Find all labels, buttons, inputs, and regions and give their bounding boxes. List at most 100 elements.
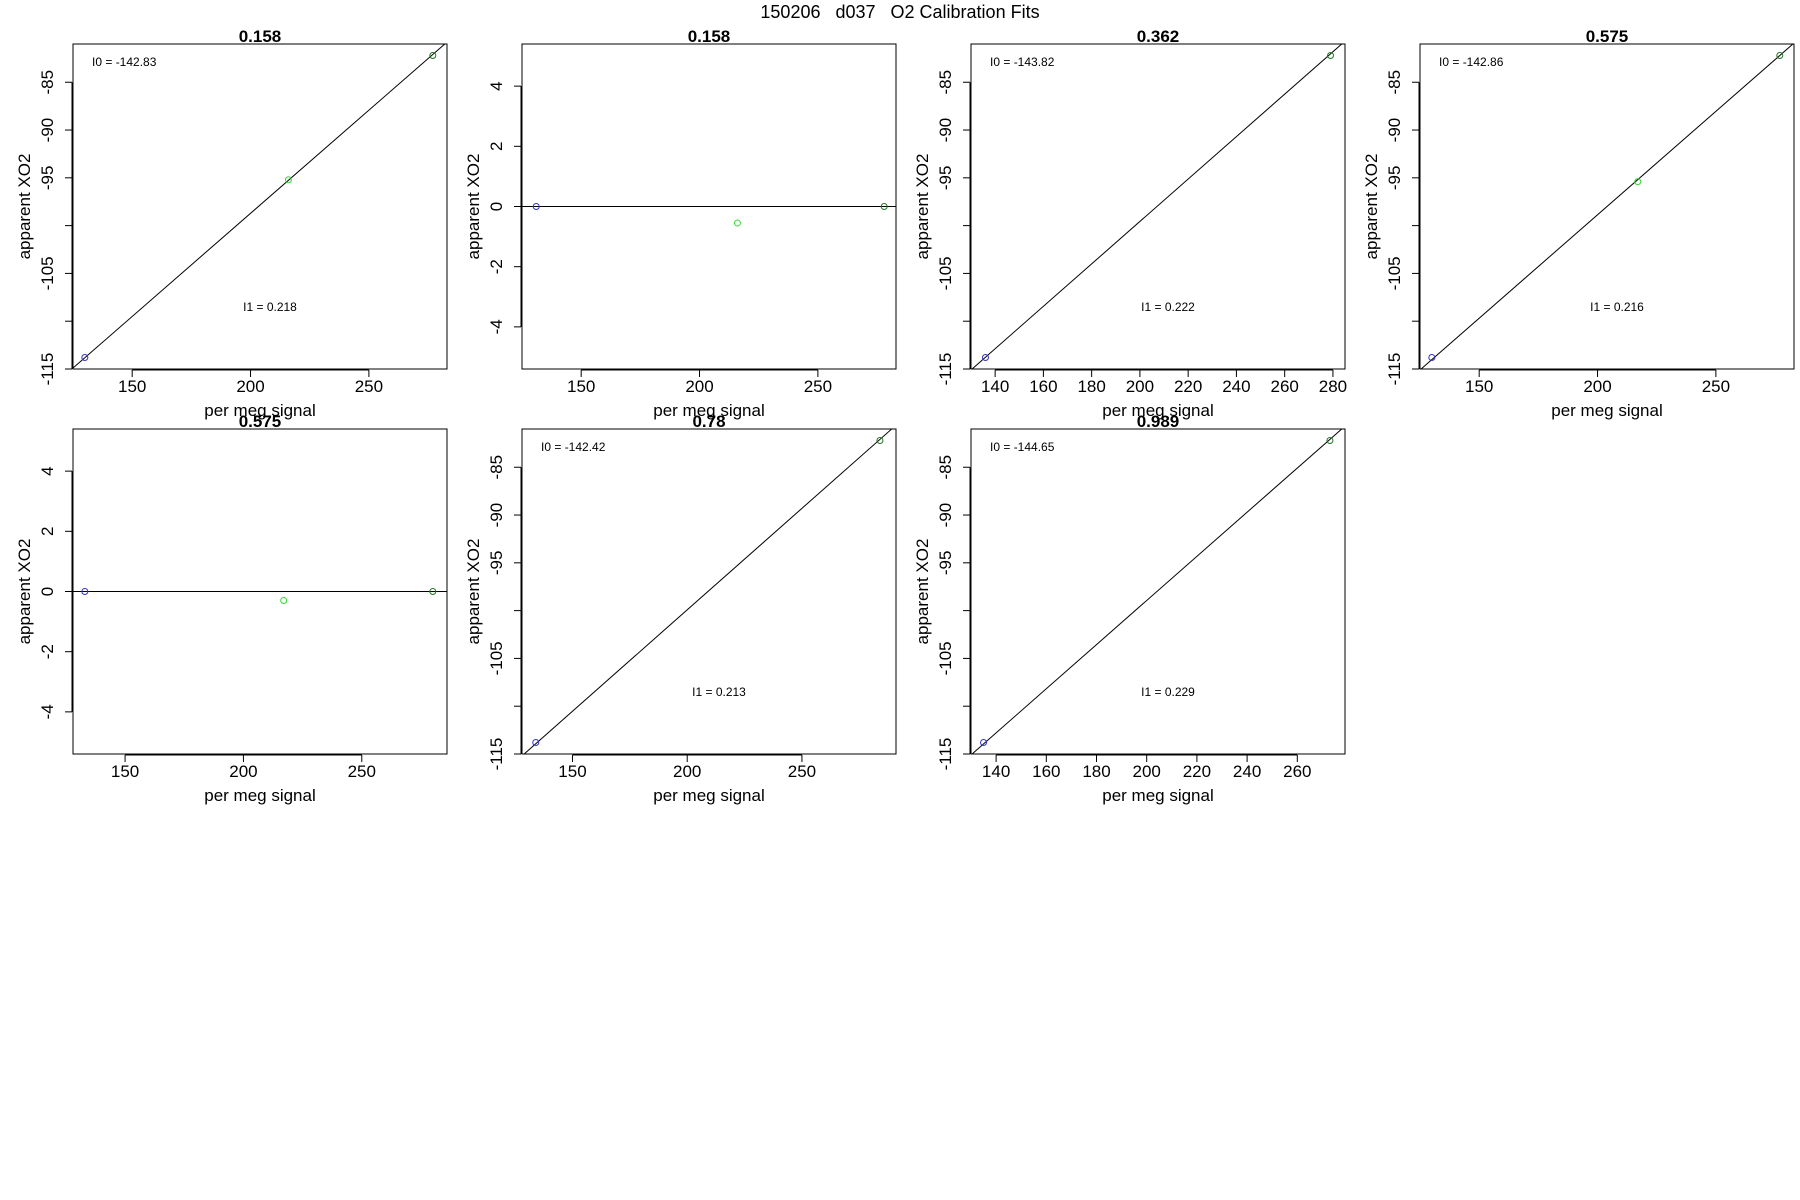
- fit-annotation: I0 = -142.83: [92, 55, 157, 69]
- y-tick-label: 0: [487, 202, 506, 211]
- y-axis-label: apparent XO2: [913, 539, 932, 645]
- y-tick-label: -90: [38, 118, 57, 143]
- panel-title: 0.78: [692, 412, 725, 431]
- data-point: [81, 588, 89, 595]
- fit-line: [523, 429, 893, 754]
- fit-annotation: I1 = 0.229: [1141, 685, 1195, 699]
- x-tick-label: 140: [981, 377, 1009, 396]
- panel-title: 0.362: [1137, 27, 1180, 46]
- y-tick-label: 2: [38, 527, 57, 536]
- fit-annotation: I1 = 0.213: [692, 685, 746, 699]
- y-tick-label: -85: [936, 455, 955, 480]
- plot-frame: [1419, 43, 1795, 370]
- x-tick-label: 260: [1270, 377, 1298, 396]
- x-axis-label: per meg signal: [204, 401, 316, 420]
- y-tick-label: -115: [936, 738, 955, 771]
- y-tick-label: -2: [487, 259, 506, 274]
- x-tick-label: 150: [111, 762, 139, 781]
- plot-frame: [970, 428, 1346, 755]
- x-axis-label: per meg signal: [653, 786, 765, 805]
- annotation-value: 0.218: [267, 300, 297, 314]
- data-point: [532, 739, 540, 747]
- y-tick-label: 0: [38, 587, 57, 596]
- fit-annotation: I1 = 0.222: [1141, 300, 1195, 314]
- data-point: [733, 219, 741, 227]
- y-tick-label: -2: [38, 644, 57, 659]
- y-tick-label: -90: [487, 503, 506, 528]
- y-tick-label: -90: [1385, 118, 1404, 143]
- panel-title: 0.158: [688, 27, 731, 46]
- annotation-label: I0 =: [990, 440, 1014, 454]
- figure-title: 150206 d037 O2 Calibration Fits: [760, 2, 1040, 22]
- panel-title: 0.158: [239, 27, 282, 46]
- y-tick-label: -90: [936, 503, 955, 528]
- x-tick-label: 200: [685, 377, 713, 396]
- data-point: [532, 203, 540, 210]
- y-tick-label: -115: [38, 353, 57, 386]
- annotation-label: I0 =: [1439, 55, 1463, 69]
- y-tick-label: -105: [936, 256, 955, 290]
- x-tick-label: 150: [558, 762, 586, 781]
- x-tick-label: 220: [1174, 377, 1202, 396]
- annotation-label: I1 =: [1141, 685, 1165, 699]
- x-axis-label: per meg signal: [653, 401, 765, 420]
- y-tick-label: -85: [38, 70, 57, 95]
- fit-annotation: I0 = -142.42: [541, 440, 606, 454]
- y-tick-label: -90: [936, 118, 955, 143]
- y-axis-label: apparent XO2: [15, 539, 34, 645]
- x-tick-label: 160: [1032, 762, 1060, 781]
- data-point: [429, 588, 437, 595]
- x-tick-label: 140: [982, 762, 1010, 781]
- plot-frame: [72, 43, 448, 370]
- panel-title: 0.575: [239, 412, 282, 431]
- x-tick-label: 250: [355, 377, 383, 396]
- data-point: [1327, 51, 1335, 59]
- data-point: [284, 176, 292, 184]
- x-tick-label: 180: [1077, 377, 1105, 396]
- plot-frame: [521, 428, 897, 755]
- x-tick-label: 250: [788, 762, 816, 781]
- y-tick-label: -85: [936, 70, 955, 95]
- y-tick-label: -105: [1385, 256, 1404, 290]
- annotation-value: 0.229: [1165, 685, 1195, 699]
- y-tick-label: -4: [487, 319, 506, 334]
- fit-annotation: I1 = 0.216: [1590, 300, 1644, 314]
- annotation-label: I0 =: [92, 55, 116, 69]
- x-axis-label: per meg signal: [204, 786, 316, 805]
- chart-panel-3: 0.362 140 160 180 200 220 240 260 280 per meg sig…: [913, 27, 1347, 420]
- data-point: [880, 203, 888, 210]
- annotation-value: -142.42: [565, 440, 606, 454]
- x-tick-label: 220: [1183, 762, 1211, 781]
- panel-title: 0.575: [1586, 27, 1629, 46]
- y-axis-label: apparent XO2: [1362, 154, 1381, 260]
- fit-annotation: I1 = 0.218: [243, 300, 297, 314]
- x-axis-label: per meg signal: [1102, 786, 1214, 805]
- x-tick-label: 250: [348, 762, 376, 781]
- annotation-value: -144.65: [1014, 440, 1055, 454]
- x-tick-label: 200: [673, 762, 701, 781]
- y-tick-label: -95: [1385, 166, 1404, 191]
- annotation-value: -142.83: [116, 55, 157, 69]
- chart-panel-2: 0.158 150 200 250 per meg signal -4 -2 0 2 4 appar…: [464, 27, 897, 420]
- fit-line: [971, 429, 1343, 754]
- panel-title: 0.989: [1137, 412, 1180, 431]
- data-point: [980, 739, 988, 747]
- y-tick-label: 4: [38, 466, 57, 475]
- plot-frame: [970, 43, 1346, 370]
- data-point: [1634, 178, 1642, 186]
- y-tick-label: -4: [38, 704, 57, 719]
- x-axis-label: per meg signal: [1102, 401, 1214, 420]
- fit-annotation: I0 = -142.86: [1439, 55, 1504, 69]
- annotation-label: I1 =: [1590, 300, 1614, 314]
- data-point: [876, 436, 884, 444]
- x-tick-label: 200: [229, 762, 257, 781]
- chart-panel-6: 0.78 150 200 250 per meg signal -115 -105 -95 -9…: [464, 412, 897, 805]
- y-tick-label: -95: [487, 551, 506, 576]
- y-tick-label: -115: [936, 353, 955, 386]
- chart-panel-4: 0.575 150 200 250 per meg signal -115 -105 -95 -…: [1362, 27, 1795, 420]
- y-tick-label: -115: [487, 738, 506, 771]
- data-point: [1776, 51, 1784, 59]
- y-tick-label: -115: [1385, 353, 1404, 386]
- data-point: [981, 354, 989, 362]
